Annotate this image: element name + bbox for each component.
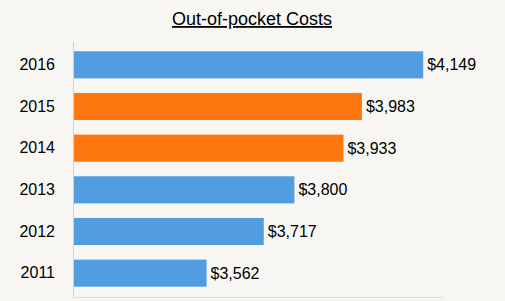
axis-line bbox=[74, 297, 443, 298]
data-label: $3,562 bbox=[211, 265, 260, 282]
tick: 2015 bbox=[19, 98, 73, 115]
tick: 2014 bbox=[19, 139, 73, 156]
data-label: $3,717 bbox=[268, 223, 317, 240]
tick: 2016 bbox=[19, 56, 73, 73]
data-labels: $4,149 $3,983 $3,933 $3,800 $3,717 $3,562 bbox=[211, 56, 477, 281]
tick-label: 2013 bbox=[19, 181, 55, 198]
data-label: $4,149 bbox=[427, 56, 476, 73]
tick: 2013 bbox=[19, 181, 73, 198]
tick-label: 2015 bbox=[19, 98, 55, 115]
tick: 2011 bbox=[21, 264, 73, 281]
title: Out-of-pocket Costs bbox=[172, 9, 332, 29]
tick-label: 2012 bbox=[19, 223, 55, 240]
bar bbox=[73, 218, 264, 245]
value-axis bbox=[74, 297, 443, 298]
data-label: $3,933 bbox=[347, 140, 396, 157]
tick-label: 2011 bbox=[21, 264, 56, 281]
bar bbox=[73, 135, 343, 162]
bar bbox=[73, 51, 423, 78]
bars bbox=[73, 51, 423, 286]
chart: Out-of-pocket Costs201620152014201320122… bbox=[0, 0, 505, 301]
axis-line bbox=[73, 42, 74, 297]
bar bbox=[73, 93, 362, 120]
tick: 2012 bbox=[19, 223, 73, 240]
bar bbox=[73, 260, 207, 287]
background bbox=[0, 0, 505, 301]
category-axis: 2016 2015 2014 2013 2012 2011 bbox=[19, 42, 73, 297]
data-label: $3,983 bbox=[366, 98, 415, 115]
data-label: $3,800 bbox=[298, 181, 347, 198]
tick-label: 2014 bbox=[19, 139, 55, 156]
tick-label: 2016 bbox=[19, 56, 55, 73]
bar bbox=[73, 176, 294, 203]
